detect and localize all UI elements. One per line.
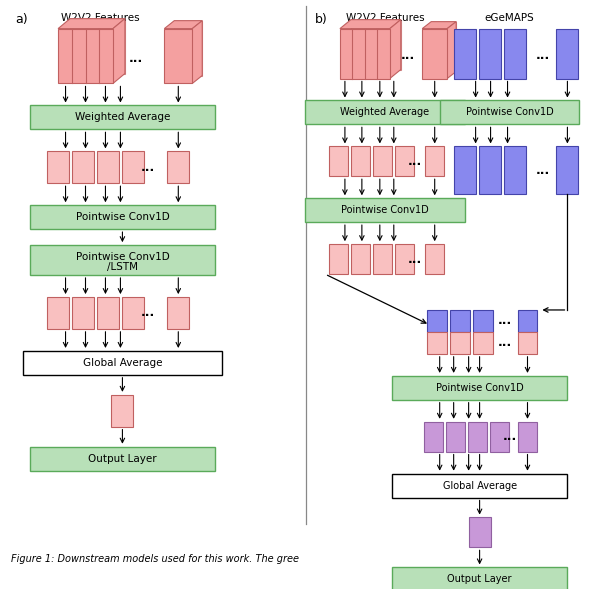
Bar xyxy=(111,395,133,427)
Bar xyxy=(165,29,192,84)
Bar xyxy=(450,332,469,354)
Bar xyxy=(472,310,493,332)
Bar xyxy=(30,106,215,129)
Bar xyxy=(450,310,469,332)
Bar xyxy=(30,245,215,275)
Text: ...: ... xyxy=(502,430,517,443)
Text: eGeMAPS: eGeMAPS xyxy=(485,12,534,22)
Bar xyxy=(422,29,447,78)
Bar xyxy=(329,244,348,274)
Bar xyxy=(556,29,578,78)
Bar xyxy=(469,517,491,548)
Bar xyxy=(518,332,537,354)
Bar xyxy=(30,205,215,229)
Bar xyxy=(518,310,537,332)
Bar xyxy=(490,422,509,451)
Text: /LSTM: /LSTM xyxy=(107,262,138,272)
Bar xyxy=(70,19,125,74)
Bar xyxy=(518,422,537,451)
Bar xyxy=(97,152,119,183)
Bar xyxy=(373,146,392,176)
Bar xyxy=(373,244,392,274)
Bar xyxy=(47,297,69,329)
Bar xyxy=(329,146,348,176)
Text: W2V2 Features: W2V2 Features xyxy=(346,12,424,22)
Polygon shape xyxy=(165,21,202,29)
Text: a): a) xyxy=(16,12,28,26)
Bar xyxy=(479,29,501,78)
Polygon shape xyxy=(447,22,456,78)
Bar xyxy=(392,376,567,400)
Bar xyxy=(58,29,113,84)
Polygon shape xyxy=(113,19,125,84)
Text: Pointwise Conv1D: Pointwise Conv1D xyxy=(466,107,553,117)
Bar xyxy=(395,244,414,274)
Text: Weighted Average: Weighted Average xyxy=(340,107,430,117)
Text: Global Average: Global Average xyxy=(83,358,162,368)
Bar xyxy=(453,29,476,78)
Text: ...: ... xyxy=(129,52,143,65)
Polygon shape xyxy=(340,19,401,29)
Bar xyxy=(351,146,370,176)
Bar xyxy=(122,152,144,183)
Bar xyxy=(97,297,119,329)
Bar xyxy=(340,29,390,78)
Bar xyxy=(167,152,189,183)
Bar xyxy=(30,447,215,471)
Text: W2V2 Features: W2V2 Features xyxy=(61,12,140,22)
Text: ...: ... xyxy=(408,155,422,168)
Bar xyxy=(425,244,444,274)
Bar xyxy=(167,297,189,329)
Text: Output Layer: Output Layer xyxy=(447,574,512,584)
Text: ...: ... xyxy=(536,49,550,62)
Text: Pointwise Conv1D: Pointwise Conv1D xyxy=(341,205,428,215)
Text: Pointwise Conv1D: Pointwise Conv1D xyxy=(75,252,170,262)
Text: ...: ... xyxy=(498,314,512,327)
Text: Output Layer: Output Layer xyxy=(88,454,157,464)
Bar xyxy=(479,146,501,194)
Polygon shape xyxy=(390,19,401,78)
Bar xyxy=(504,29,526,78)
Bar xyxy=(174,21,202,76)
Text: ...: ... xyxy=(141,161,155,174)
Bar xyxy=(446,422,465,451)
Bar xyxy=(427,332,447,354)
Text: ...: ... xyxy=(498,336,512,349)
Text: Pointwise Conv1D: Pointwise Conv1D xyxy=(75,212,170,222)
Bar xyxy=(395,146,414,176)
Polygon shape xyxy=(192,21,202,84)
Bar xyxy=(72,152,94,183)
Bar xyxy=(392,474,567,497)
Text: Figure 1: Downstream models used for this work. The gree: Figure 1: Downstream models used for thi… xyxy=(10,555,299,565)
Bar xyxy=(424,422,443,451)
Bar xyxy=(47,152,69,183)
Text: Pointwise Conv1D: Pointwise Conv1D xyxy=(436,383,523,393)
Text: ...: ... xyxy=(141,306,155,319)
Bar xyxy=(305,100,465,124)
Text: ...: ... xyxy=(401,49,415,62)
Bar xyxy=(23,351,222,375)
Text: Weighted Average: Weighted Average xyxy=(75,113,170,122)
Bar xyxy=(122,297,144,329)
Bar xyxy=(351,244,370,274)
Text: ...: ... xyxy=(408,253,422,266)
Bar xyxy=(556,146,578,194)
Text: Global Average: Global Average xyxy=(442,480,517,490)
Bar xyxy=(72,297,94,329)
Bar xyxy=(392,568,567,590)
Polygon shape xyxy=(422,22,456,29)
Bar xyxy=(472,332,493,354)
Bar xyxy=(427,310,447,332)
Bar xyxy=(453,146,476,194)
Bar xyxy=(305,198,465,222)
Bar xyxy=(468,422,487,451)
Bar xyxy=(504,146,526,194)
Bar xyxy=(351,19,401,70)
Polygon shape xyxy=(58,19,125,29)
Bar xyxy=(439,100,580,124)
Text: b): b) xyxy=(315,12,328,26)
Text: ...: ... xyxy=(536,164,550,177)
Bar xyxy=(425,146,444,176)
Bar xyxy=(431,22,456,71)
